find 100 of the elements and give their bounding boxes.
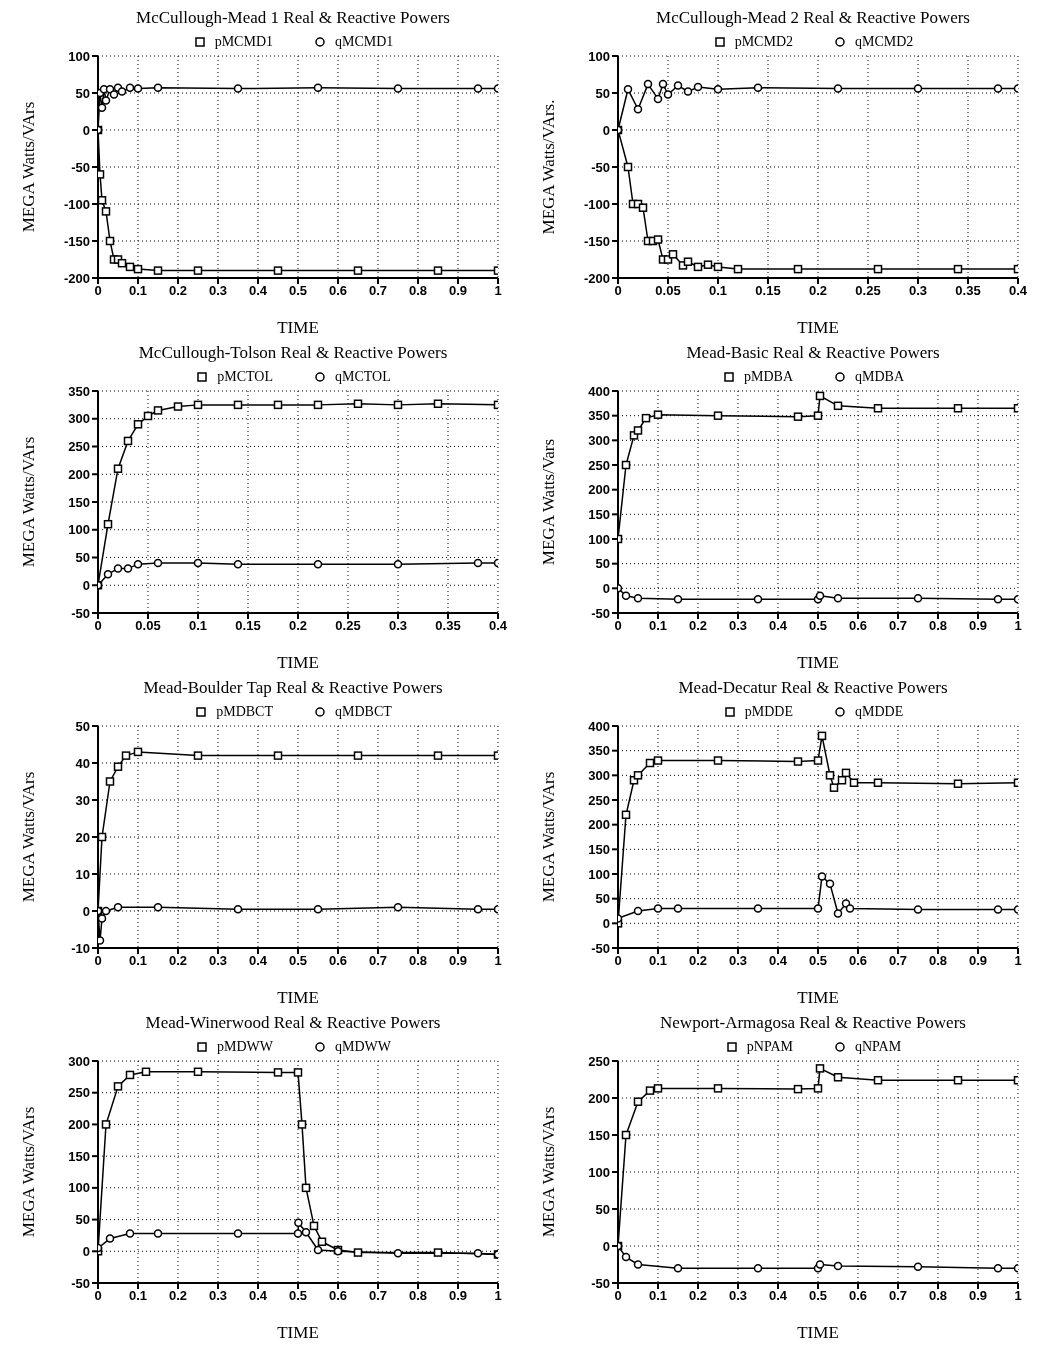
x-tick-label: 1 [1014, 953, 1022, 969]
y-tick-label: 50 [75, 718, 90, 734]
x-tick-label: 0.5 [808, 953, 828, 969]
x-tick-label: 0.25 [335, 618, 361, 634]
legend-label: pMDBA [743, 369, 793, 385]
y-tick-label: 400 [588, 383, 610, 399]
x-axis-title: TIME [277, 653, 319, 672]
x-tick-label: 0.7 [368, 953, 388, 969]
legend-label: qMDDE [855, 704, 904, 720]
y-tick-label: 10 [75, 866, 90, 882]
y-tick-label: 200 [588, 482, 610, 498]
y-tick-label: 50 [595, 85, 610, 101]
x-tick-label: 0 [94, 953, 102, 969]
y-tick-label: 50 [75, 1212, 90, 1228]
x-tick-label: 0.9 [968, 953, 988, 969]
chart-title: Mead-Basic Real & Reactive Powers [685, 343, 941, 364]
y-tick-label: 50 [595, 1201, 610, 1217]
y-axis-title: MEGA Watts/Vars [539, 438, 559, 566]
x-tick-label: 0.9 [448, 953, 468, 969]
x-tick-label: 0.5 [288, 953, 308, 969]
y-tick-label: 100 [588, 531, 610, 547]
x-tick-label: 0.2 [168, 953, 188, 969]
chart-title: Mead-Winerwood Real & Reactive Powers [144, 1013, 442, 1034]
y-tick-label: 40 [75, 755, 90, 771]
legend-label: pMDBCT [216, 704, 273, 720]
x-tick-label: 0.9 [968, 618, 988, 634]
y-tick-label: 100 [68, 1180, 90, 1196]
x-tick-label: 0.6 [848, 953, 868, 969]
y-tick-label: 150 [588, 506, 610, 522]
x-tick-label: 0.7 [888, 953, 908, 969]
y-tick-label: 250 [68, 439, 90, 455]
x-axis-title: TIME [797, 1323, 839, 1342]
x-tick-label: 0.3 [728, 618, 748, 634]
y-tick-label: 250 [588, 1053, 610, 1069]
x-tick-label: 0 [614, 1288, 622, 1304]
x-tick-label: 0.4 [768, 1288, 788, 1304]
y-tick-label: -200 [63, 270, 90, 286]
x-tick-label: 0.1 [648, 1288, 668, 1304]
x-tick-label: 0.1 [128, 283, 148, 299]
x-tick-label: 0.05 [135, 618, 161, 634]
x-tick-label: 0.4 [768, 953, 788, 969]
x-axis-title: TIME [277, 1323, 319, 1342]
chart-title: Newport-Armagosa Real & Reactive Powers [659, 1013, 967, 1034]
x-tick-label: 0.8 [408, 1288, 428, 1304]
y-tick-label: -200 [583, 270, 610, 286]
y-axis-title: MEGA Watts/VArs [539, 771, 559, 903]
y-tick-label: 350 [588, 408, 610, 424]
x-tick-label: 0 [614, 283, 622, 299]
y-tick-label: 0 [602, 1238, 610, 1254]
x-tick-label: 1 [1014, 618, 1022, 634]
y-axis-title: MEGA Watts/VArs [539, 1106, 559, 1238]
x-tick-label: 0.1 [128, 953, 148, 969]
x-tick-label: 0.6 [328, 953, 348, 969]
legend-label: qMCTOL [335, 369, 391, 385]
x-tick-label: 0.15 [235, 618, 261, 634]
y-tick-label: 150 [588, 1127, 610, 1143]
y-tick-label: 350 [588, 743, 610, 759]
x-tick-label: 0.2 [808, 283, 828, 299]
y-tick-label: -50 [71, 1275, 90, 1291]
legend-label: pMCMD2 [734, 34, 793, 50]
y-tick-label: 150 [68, 1148, 90, 1164]
y-tick-label: 0 [82, 122, 90, 138]
y-tick-label: -50 [71, 605, 90, 621]
y-axis-title: MEGA Watts/VArs [19, 436, 39, 568]
y-tick-label: 0 [602, 915, 610, 931]
x-tick-label: 0.3 [388, 618, 408, 634]
y-tick-label: 100 [68, 522, 90, 538]
x-tick-label: 0.4 [248, 953, 268, 969]
x-tick-label: 0.8 [928, 1288, 948, 1304]
x-tick-label: 0.4 [248, 1288, 268, 1304]
x-tick-label: 0.2 [168, 283, 188, 299]
x-tick-label: 0.3 [208, 1288, 228, 1304]
legend-label: pMCMD1 [214, 34, 273, 50]
y-axis-title: MEGA Watts/VArs [19, 1106, 39, 1238]
legend-label: pMDDE [744, 704, 793, 720]
x-tick-label: 0.1 [648, 618, 668, 634]
y-tick-label: 50 [75, 85, 90, 101]
x-tick-label: 0.2 [688, 1288, 708, 1304]
legend-label: qNPAM [855, 1039, 902, 1055]
y-tick-label: -100 [583, 196, 610, 212]
y-tick-label: 350 [68, 383, 90, 399]
x-tick-label: 0 [94, 618, 102, 634]
y-tick-label: -50 [71, 159, 90, 175]
y-tick-label: -50 [591, 159, 610, 175]
y-tick-label: 50 [75, 550, 90, 566]
x-tick-label: 0.9 [968, 1288, 988, 1304]
x-axis-title: TIME [797, 653, 839, 672]
legend-label: qMCMD2 [855, 34, 914, 50]
legend-label: pNPAM [746, 1039, 793, 1055]
legend-label: qMCMD1 [335, 34, 394, 50]
x-tick-label: 0.9 [448, 1288, 468, 1304]
y-tick-label: 20 [75, 829, 90, 845]
y-tick-label: 0 [602, 580, 610, 596]
x-tick-label: 0.4 [488, 618, 508, 634]
x-tick-label: 0.5 [288, 283, 308, 299]
x-tick-label: 0.7 [368, 283, 388, 299]
x-tick-label: 0.6 [328, 283, 348, 299]
x-tick-label: 0.7 [888, 1288, 908, 1304]
legend-label: qMDBCT [335, 704, 392, 720]
y-tick-label: 250 [588, 792, 610, 808]
